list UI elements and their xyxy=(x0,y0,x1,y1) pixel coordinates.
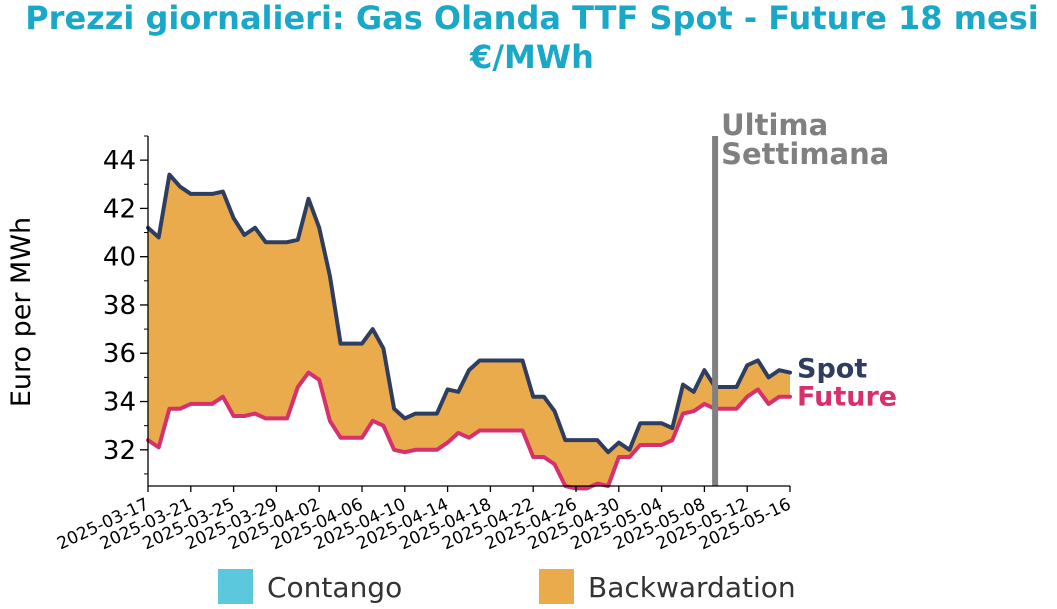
legend-swatch-contango xyxy=(218,569,253,604)
legend-swatch-backwardation xyxy=(539,569,574,604)
chart-subtitle: €/MWh xyxy=(469,38,594,76)
series-label-spot: Spot xyxy=(797,354,867,385)
y-tick-label: 34 xyxy=(103,388,136,418)
legend-label-backwardation: Backwardation xyxy=(588,571,796,604)
annotation-line-1: Ultima xyxy=(721,108,828,142)
legend-label-contango: Contango xyxy=(267,571,402,604)
series-line-spot xyxy=(146,172,792,455)
y-tick-label: 36 xyxy=(103,339,136,369)
y-tick-label: 40 xyxy=(103,243,136,273)
y-tick-label: 44 xyxy=(103,146,136,176)
series-layer xyxy=(146,172,792,491)
legend: Contango Backwardation xyxy=(218,569,796,604)
y-tick-label: 38 xyxy=(103,291,136,321)
backwardation-area xyxy=(148,174,790,489)
y-tick-label: 42 xyxy=(103,194,136,224)
chart-title: Prezzi giornalieri: Gas Olanda TTF Spot … xyxy=(25,0,1039,37)
y-tick-label: 32 xyxy=(103,436,136,466)
spread-fill-layer xyxy=(148,174,790,489)
series-line-future xyxy=(146,370,792,491)
annotation-line-2: Settimana xyxy=(721,137,889,171)
axis-layer: 323436384042442025-03-172025-03-212025-0… xyxy=(54,135,794,554)
y-axis-label: Euro per MWh xyxy=(6,217,37,407)
series-label-future: Future xyxy=(797,382,897,413)
